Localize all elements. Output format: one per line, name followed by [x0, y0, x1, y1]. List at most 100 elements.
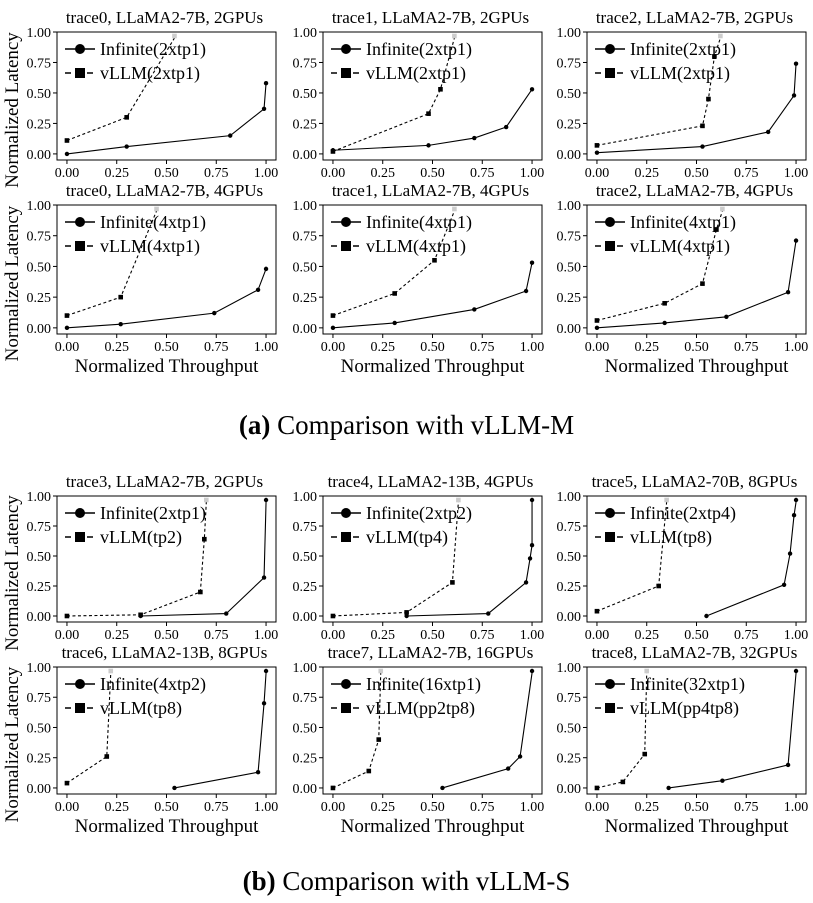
x-tick-label: 0.75: [470, 340, 495, 355]
data-point: [594, 785, 600, 791]
data-point: [366, 768, 372, 774]
series-line-infinite: [668, 672, 797, 789]
legend-marker-circle: [341, 217, 351, 227]
y-axis-label: Normalized Latency: [2, 666, 23, 822]
chart-panel-11: trace8, LLaMA2-7B, 32GPUs 0.00 0.25 0.50 0.7…: [557, 643, 809, 837]
y-tick-label: 0.75: [293, 691, 318, 706]
data-point: [523, 288, 529, 294]
legend-marker-square: [75, 68, 85, 78]
x-tick-label: 1.00: [784, 628, 809, 643]
legend-marker-circle: [605, 217, 615, 227]
x-tick-label: 0.50: [684, 800, 709, 815]
legend-marker-circle: [341, 679, 351, 689]
data-point: [330, 613, 336, 619]
x-axis-label: Normalized Throughput: [75, 356, 260, 377]
y-tick-label: 0.50: [27, 550, 52, 565]
data-point: [472, 307, 477, 312]
x-tick-label: 0.75: [204, 340, 229, 355]
data-point: [64, 151, 70, 157]
y-tick-label: 0.00: [27, 148, 52, 163]
series-line-infinite: [66, 268, 267, 329]
chart-title: trace8, LLaMA2-7B, 32GPUs: [592, 643, 798, 662]
legend-label-infinite: Infinite(2xtp2): [366, 503, 472, 524]
y-tick-label: 0.25: [27, 291, 52, 306]
x-tick-label: 0.25: [104, 340, 129, 355]
legend-marker-square: [605, 703, 615, 713]
data-point: [452, 206, 457, 212]
legend-marker-square: [341, 68, 351, 78]
y-tick-label: 0.75: [557, 691, 582, 706]
data-point: [720, 206, 725, 212]
series-line-vllm: [332, 501, 459, 617]
y-tick-label: 0.75: [557, 56, 582, 71]
data-point: [64, 325, 70, 331]
x-tick-label: 0.25: [634, 800, 659, 815]
x-tick-label: 0.00: [55, 628, 80, 643]
legend: Infinite(2xtp1) vLLM(2xtp1): [331, 39, 472, 84]
y-tick-label: 1.00: [293, 26, 318, 41]
y-tick-label: 1.00: [557, 199, 582, 214]
y-tick-label: 0.25: [557, 752, 582, 767]
data-point: [202, 536, 207, 542]
legend-marker-square: [605, 241, 615, 251]
x-tick-label: 0.00: [321, 628, 346, 643]
y-tick-label: 1.00: [557, 490, 582, 505]
chart-panel-6: trace3, LLaMA2-7B, 2GPUs 0.00 0.25 0.50 0.75…: [2, 472, 278, 651]
data-point: [261, 575, 267, 580]
chart-title: trace1, LLaMA2-7B, 2GPUs: [332, 8, 529, 27]
legend-label-vllm: vLLM(2xtp1): [100, 63, 200, 84]
legend: Infinite(4xtp1) vLLM(4xtp1): [595, 212, 736, 257]
series-line-infinite: [174, 672, 267, 789]
x-tick-label: 0.75: [470, 166, 495, 181]
data-point: [438, 86, 443, 92]
series-line-infinite: [406, 502, 533, 617]
chart-title: trace3, LLaMA2-7B, 2GPUs: [66, 472, 263, 491]
y-tick-label: 0.25: [27, 752, 52, 767]
data-point: [198, 589, 203, 595]
x-tick-label: 0.50: [684, 340, 709, 355]
legend-marker-square: [75, 241, 85, 251]
x-tick-label: 0.50: [154, 166, 179, 181]
data-point: [64, 780, 70, 786]
y-tick-label: 0.00: [27, 782, 52, 797]
legend-label-vllm: vLLM(tp8): [100, 698, 182, 719]
data-point: [404, 610, 409, 615]
data-point: [594, 608, 600, 614]
legend-label-infinite: Infinite(2xtp4): [630, 503, 736, 524]
y-tick-label: 1.00: [557, 661, 582, 676]
data-point: [255, 770, 261, 775]
x-tick-label: 0.75: [204, 628, 229, 643]
x-tick-label: 0.25: [370, 800, 395, 815]
x-tick-label: 0.00: [55, 340, 80, 355]
data-point: [224, 611, 229, 616]
legend-label-vllm: vLLM(tp8): [630, 527, 712, 548]
legend-label-infinite: Infinite(32xtp1): [630, 674, 745, 695]
x-tick-label: 1.00: [254, 628, 279, 643]
data-point: [172, 33, 177, 39]
data-point: [124, 144, 129, 149]
chart-panel-8: trace5, LLaMA2-70B, 8GPUs 0.00 0.25 0.50 0.7…: [557, 472, 809, 643]
y-tick-label: 0.25: [557, 117, 582, 132]
chart-title: trace4, LLaMA2-13B, 4GPUs: [328, 472, 534, 491]
y-tick-label: 0.00: [557, 148, 582, 163]
x-tick-label: 0.25: [634, 340, 659, 355]
legend-label-infinite: Infinite(2xtp1): [366, 39, 472, 60]
data-point: [392, 291, 397, 296]
chart-title: trace2, LLaMA2-7B, 2GPUs: [596, 8, 793, 27]
y-tick-label: 0.25: [293, 752, 318, 767]
data-point: [787, 551, 793, 556]
legend-marker-square: [75, 703, 85, 713]
data-point: [124, 115, 129, 120]
data-point: [263, 497, 269, 503]
x-tick-label: 1.00: [784, 166, 809, 181]
chart-title: trace0, LLaMA2-7B, 2GPUs: [66, 8, 263, 27]
y-tick-label: 1.00: [293, 661, 318, 676]
x-tick-label: 0.25: [370, 166, 395, 181]
x-tick-label: 0.50: [420, 628, 445, 643]
legend-marker-circle: [75, 44, 85, 54]
x-tick-label: 0.75: [734, 166, 759, 181]
data-point: [666, 785, 671, 791]
data-point: [664, 497, 669, 503]
data-point: [118, 294, 124, 300]
legend: Infinite(2xtp2) vLLM(tp4): [331, 503, 472, 548]
